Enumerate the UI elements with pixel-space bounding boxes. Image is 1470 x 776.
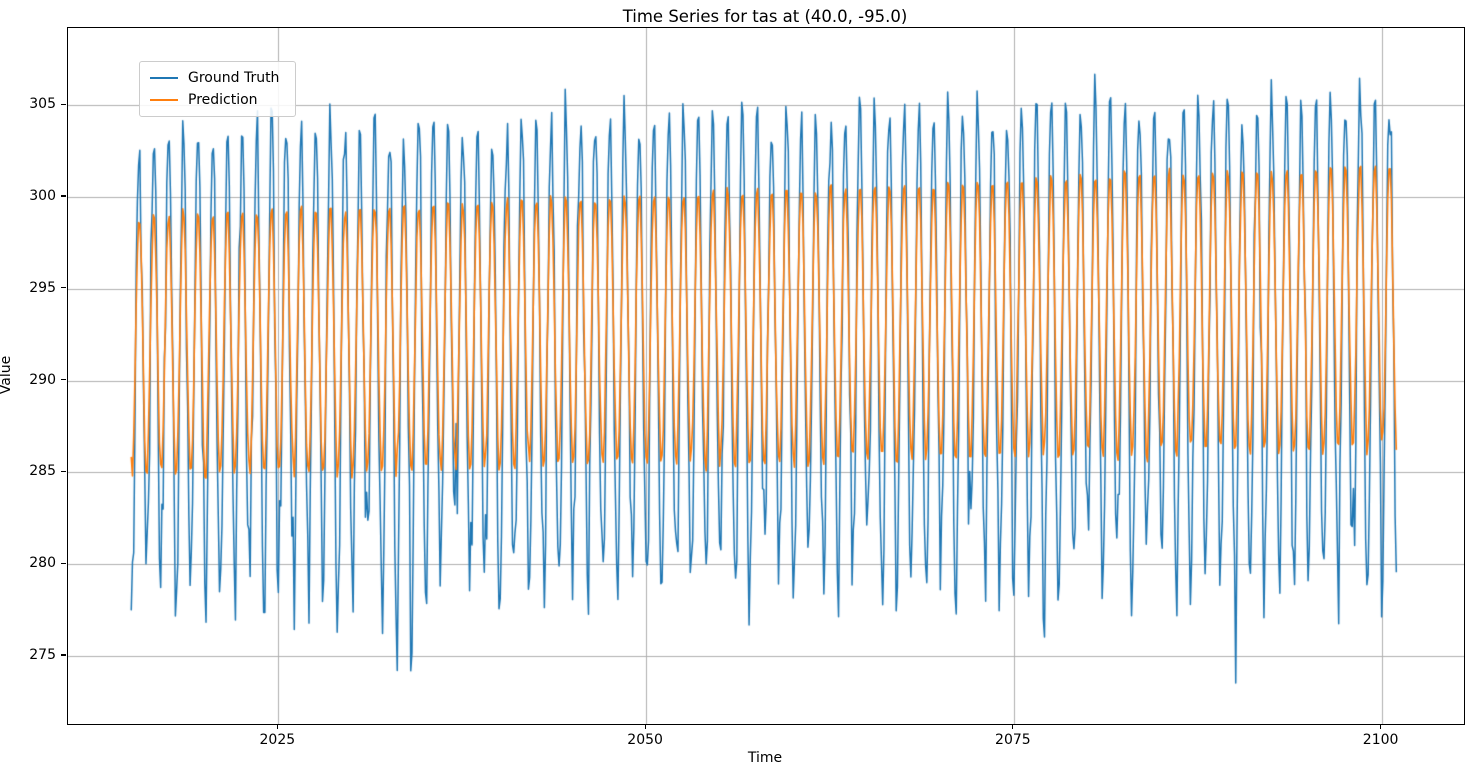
y-tick-label: 285 (29, 463, 56, 480)
y-tick-label: 290 (29, 371, 56, 388)
prediction-line-swatch (150, 99, 178, 101)
y-tick-label: 305 (29, 96, 56, 113)
y-tick-mark (61, 287, 66, 289)
legend-entry-ground-truth: Ground Truth (150, 67, 285, 89)
x-tick-mark (644, 724, 646, 729)
x-tick-label: 2025 (259, 732, 296, 748)
x-tick-label: 2050 (627, 732, 663, 748)
y-tick-mark (61, 103, 66, 105)
y-tick-mark (61, 470, 66, 472)
ground-truth-line-swatch (150, 77, 178, 79)
y-tick-label: 295 (29, 279, 56, 296)
x-tick-mark (276, 724, 278, 729)
legend-label-ground-truth: Ground Truth (188, 70, 280, 86)
x-tick-label: 2100 (1362, 732, 1399, 748)
y-tick-label: 280 (29, 555, 56, 572)
y-tick-mark (61, 562, 66, 564)
y-tick-mark (61, 378, 66, 381)
plot-canvas (68, 28, 1464, 724)
x-tick-label: 2075 (995, 732, 1031, 748)
x-tick-mark (1012, 724, 1014, 729)
x-axis-label: Time (747, 750, 783, 766)
y-tick-mark (61, 195, 66, 197)
plot-area: Ground Truth Prediction (67, 27, 1465, 725)
legend-label-prediction: Prediction (188, 92, 258, 108)
y-tick-label: 300 (29, 187, 56, 204)
legend-entry-prediction: Prediction (150, 89, 285, 111)
legend: Ground Truth Prediction (139, 61, 297, 117)
x-tick-mark (1380, 724, 1382, 729)
y-tick-label: 275 (29, 647, 56, 664)
chart-title: Time Series for tas at (40.0, -95.0) (622, 7, 908, 26)
y-tick-mark (61, 654, 66, 656)
